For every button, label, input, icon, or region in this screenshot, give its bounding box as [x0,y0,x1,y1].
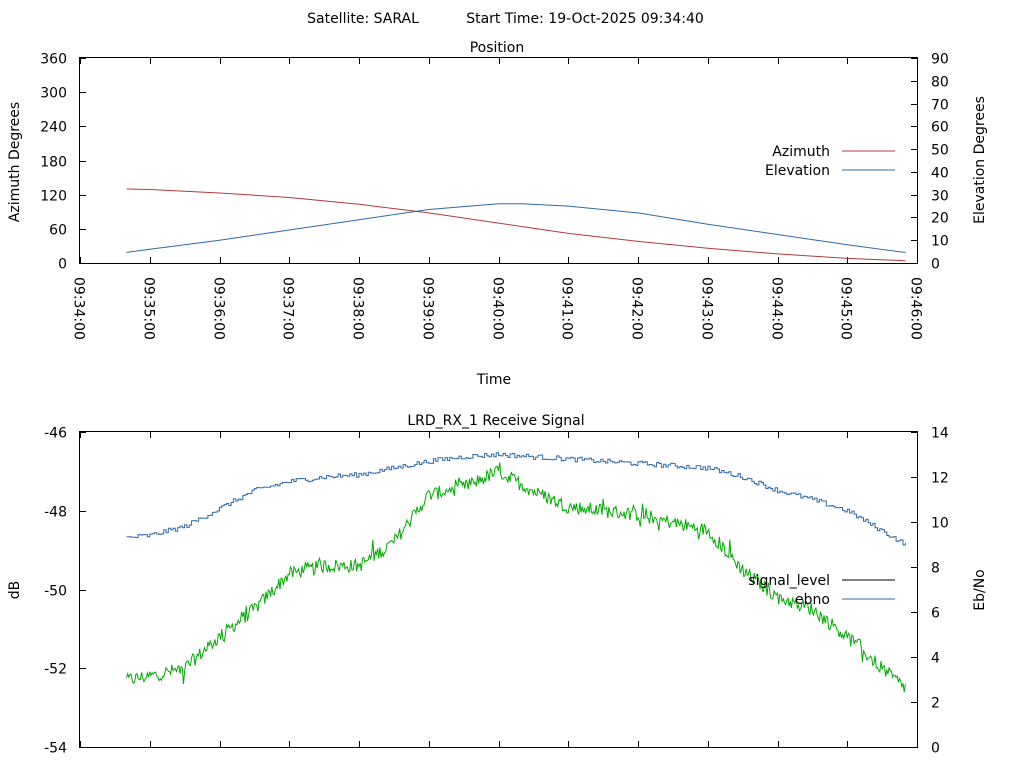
signal-y2-tick-label: 6 [931,606,940,622]
signal-legend: signal_level ebno [748,573,895,608]
position-y-tick-label: 300 [40,86,67,102]
satellite-label: Satellite: SARAL [307,11,419,27]
position-y2-tick-label: 70 [931,98,949,114]
signal-y2-tick-label: 12 [931,471,949,487]
signal-y2-axis-label: Eb/No [972,569,988,611]
position-x-tick-label: 09:38:00 [350,277,366,340]
position-y2-tick-label: 80 [931,75,949,91]
position-x-tick-label: 09:41:00 [559,277,575,340]
legend-ebno-label: ebno [795,592,830,608]
signal-y-tick-label: -54 [44,741,67,757]
position-y-tick-label: 360 [40,52,67,68]
signal-plot-frame [79,431,918,748]
signal-y-tick-label: -46 [44,426,67,442]
series-elevation-line [126,203,906,253]
position-x-tick-label: 09:37:00 [280,277,296,340]
position-title: Position [470,40,525,56]
position-y-tick-label: 60 [49,223,67,239]
position-x-tick-label: 09:44:00 [769,277,785,340]
position-x-tick-label: 09:45:00 [838,277,854,340]
signal-y-tick-label: -48 [44,505,67,521]
position-y2-tick-label: 50 [931,143,949,159]
signal-y-axis-label: dB [7,581,23,600]
receive-signal-chart: LRD_RX_1 Receive Signal -54 -52 -50 -48 -46 0… [7,413,988,757]
position-y-tick-label: 240 [40,120,67,136]
position-x-tick-label: 09:34:00 [71,277,87,340]
start-time-label: Start Time: 19-Oct-2025 09:34:40 [466,11,704,27]
signal-y2-tick-label: 2 [931,696,940,712]
signal-y-tick-label: -50 [44,584,67,600]
signal-y2-tick-label: 14 [931,426,949,442]
position-x-tick-label: 09:43:00 [699,277,715,340]
position-y2-tick-label: 0 [931,257,940,273]
position-x-tick-label: 09:46:00 [908,277,924,340]
position-y-tick-label: 120 [40,189,67,205]
position-legend: Azimuth Elevation [765,144,895,179]
position-y2-tick-label: 10 [931,234,949,250]
position-x-tick-label: 09:39:00 [420,277,436,340]
position-x-tick-label: 09:42:00 [629,277,645,340]
series-ebno-line [126,452,906,546]
position-y2-axis-label: Elevation Degrees [972,96,988,224]
signal-y2-tick-label: 10 [931,516,949,532]
position-plot-frame [79,57,918,264]
signal-y2-tick-label: 8 [931,561,940,577]
position-y2-tick-label: 30 [931,189,949,205]
series-signal-level-line [126,462,906,693]
position-x-tick-label: 09:40:00 [490,277,506,340]
position-x-axis-label: Time [476,372,511,388]
signal-y-tick-label: -52 [44,662,67,678]
position-chart: Position 0 60 120 180 240 300 360 0 10 20 30 40 50 60… [7,40,988,388]
position-y2-tick-label: 40 [931,166,949,182]
signal-y2-tick-label: 0 [931,741,940,757]
signal-y2-tick-label: 4 [931,651,940,667]
position-x-tick-label: 09:35:00 [141,277,157,340]
position-y-tick-label: 0 [58,257,67,273]
signal-title: LRD_RX_1 Receive Signal [407,413,584,429]
position-y-tick-label: 180 [40,155,67,171]
position-y-axis-label: Azimuth Degrees [7,102,23,222]
position-x-tick-label: 09:36:00 [211,277,227,340]
position-y2-tick-label: 20 [931,211,949,227]
position-y2-tick-label: 60 [931,120,949,136]
series-azimuth-line [126,188,906,262]
legend-signal-level-label: signal_level [748,573,830,589]
legend-elevation-label: Elevation [765,163,830,179]
legend-azimuth-label: Azimuth [772,144,830,160]
position-y2-tick-label: 90 [931,52,949,68]
